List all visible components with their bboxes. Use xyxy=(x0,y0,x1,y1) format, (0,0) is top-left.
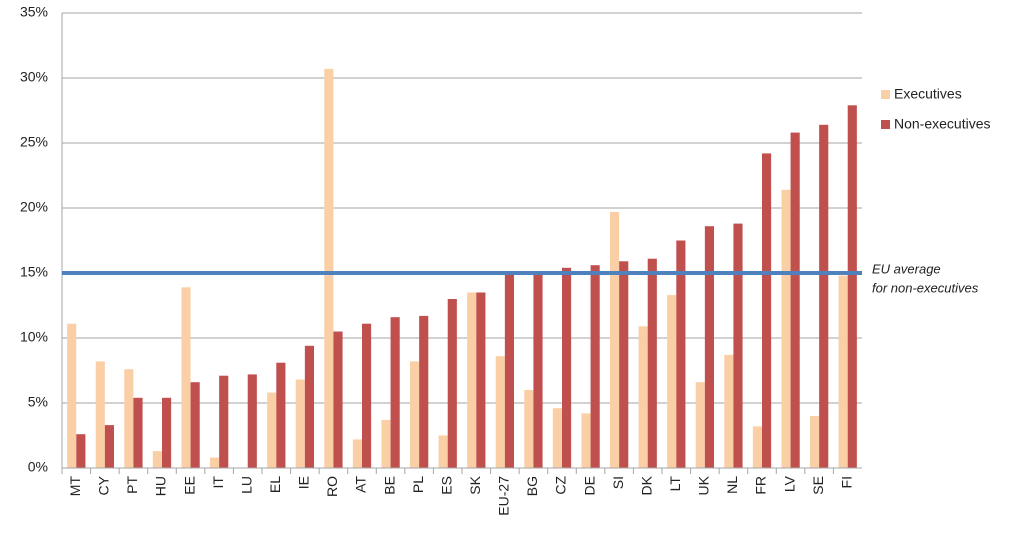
bar xyxy=(724,354,734,468)
bar xyxy=(467,292,477,468)
bar xyxy=(219,375,229,468)
bar xyxy=(362,323,372,468)
bar xyxy=(733,223,743,468)
bar xyxy=(819,124,829,469)
bar xyxy=(124,369,134,468)
bar xyxy=(295,379,305,468)
bar xyxy=(304,345,314,468)
y-tick-label: 0% xyxy=(28,459,48,475)
bar xyxy=(676,240,686,468)
bar xyxy=(95,361,105,468)
bar xyxy=(352,439,362,468)
bar xyxy=(438,435,448,468)
bar xyxy=(333,331,343,468)
x-tick-label: MT xyxy=(67,476,83,497)
x-tick-label: SK xyxy=(467,475,483,494)
x-tick-label: IE xyxy=(296,476,312,489)
x-tick-label: DK xyxy=(638,475,654,495)
y-tick-label: 5% xyxy=(28,394,48,410)
bar xyxy=(495,356,505,468)
x-tick-label: LU xyxy=(238,476,254,494)
bar xyxy=(562,267,572,468)
annotation: EU average xyxy=(872,261,941,276)
bar xyxy=(133,397,143,468)
x-tick-label: NL xyxy=(724,476,740,494)
bar xyxy=(210,457,220,468)
bar xyxy=(638,326,648,468)
bar xyxy=(752,426,762,468)
bar xyxy=(704,226,714,468)
bar xyxy=(190,382,200,468)
bar xyxy=(533,273,543,468)
x-tick-label: PL xyxy=(410,476,426,493)
bar xyxy=(581,413,591,468)
bar xyxy=(610,211,620,468)
bar xyxy=(324,68,334,469)
bar xyxy=(381,419,391,468)
y-tick-label: 35% xyxy=(20,4,48,20)
y-tick-label: 15% xyxy=(20,264,48,280)
x-tick-label: LT xyxy=(667,476,683,492)
bar xyxy=(552,408,562,468)
legend-label: Non-executives xyxy=(894,116,991,132)
legend-label: Executives xyxy=(894,86,962,102)
x-tick-label: DE xyxy=(581,476,597,495)
bar xyxy=(781,189,791,469)
bar xyxy=(810,416,820,468)
bar xyxy=(181,287,191,468)
x-tick-label: BG xyxy=(524,476,540,496)
bar xyxy=(790,132,800,468)
x-tick-label: AT xyxy=(353,476,369,493)
bar xyxy=(504,273,514,468)
bar xyxy=(524,390,534,468)
bar xyxy=(104,425,114,468)
x-tick-label: CZ xyxy=(553,476,569,495)
bar xyxy=(390,317,400,468)
bar xyxy=(447,299,457,468)
bar xyxy=(762,153,772,468)
bar xyxy=(162,397,172,468)
x-tick-label: ES xyxy=(438,476,454,495)
bar xyxy=(619,261,629,468)
x-tick-label: RO xyxy=(324,476,340,497)
bar xyxy=(419,315,429,468)
x-tick-label: EL xyxy=(267,476,283,493)
legend-swatch xyxy=(881,120,890,129)
bar xyxy=(76,434,86,468)
x-tick-label: FR xyxy=(753,476,769,495)
bar xyxy=(267,392,277,468)
bar xyxy=(667,295,677,468)
bar xyxy=(67,323,77,468)
x-tick-label: CY xyxy=(96,475,112,495)
x-tick-label: BE xyxy=(381,476,397,495)
x-tick-label: FI xyxy=(838,476,854,488)
bar xyxy=(647,258,657,468)
bar xyxy=(476,292,486,468)
bar xyxy=(695,382,705,468)
y-tick-label: 10% xyxy=(20,329,48,345)
annotation: for non-executives xyxy=(872,280,979,295)
y-tick-label: 25% xyxy=(20,134,48,150)
x-tick-label: IT xyxy=(210,476,226,489)
x-tick-label: HU xyxy=(153,476,169,496)
x-tick-label: EE xyxy=(181,476,197,495)
bar xyxy=(847,105,857,469)
x-tick-label: PT xyxy=(124,476,140,494)
y-tick-label: 20% xyxy=(20,199,48,215)
bar xyxy=(247,374,257,468)
bar xyxy=(152,451,162,468)
x-tick-label: EU-27 xyxy=(496,476,512,516)
bar xyxy=(838,275,848,468)
y-tick-label: 30% xyxy=(20,69,48,85)
bar xyxy=(590,265,600,468)
x-tick-label: SE xyxy=(810,476,826,495)
x-tick-label: UK xyxy=(696,475,712,495)
bar xyxy=(410,361,420,468)
x-tick-label: LV xyxy=(781,475,797,492)
legend-swatch xyxy=(881,90,890,99)
x-tick-label: SI xyxy=(610,476,626,489)
bar xyxy=(276,362,286,468)
